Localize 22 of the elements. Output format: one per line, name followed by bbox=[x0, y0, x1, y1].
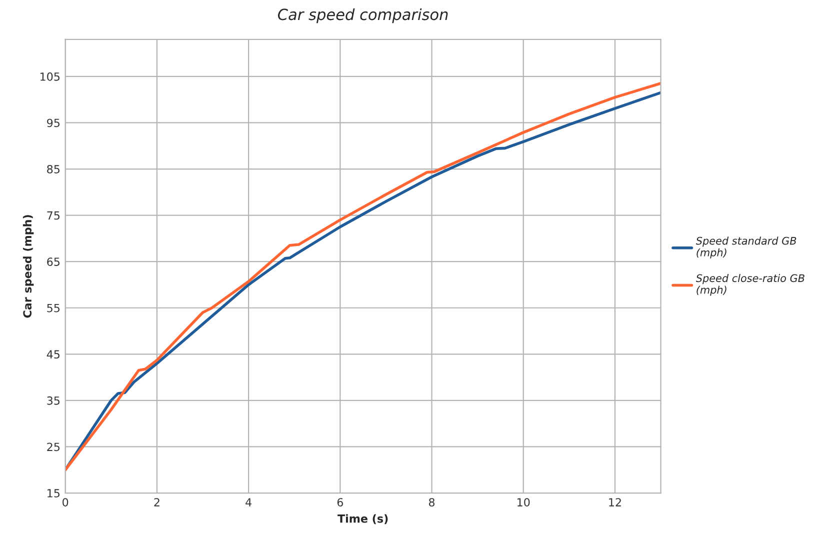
y-tick-label: 35 bbox=[47, 396, 60, 405]
y-tick-label: 15 bbox=[48, 489, 60, 498]
x-axis-title: Time (s) bbox=[338, 514, 388, 524]
y-tick-label: 55 bbox=[47, 304, 60, 312]
y-tick-label: 25 bbox=[47, 442, 60, 452]
y-tick-label: 105 bbox=[40, 72, 60, 81]
y-tick-label: 85 bbox=[47, 164, 60, 174]
x-tick-label: 2 bbox=[154, 498, 160, 506]
y-tick-label: 65 bbox=[47, 258, 60, 266]
x-tick-label: 8 bbox=[428, 498, 435, 506]
legend-label: Speed close-ratio GB (mph) bbox=[696, 274, 804, 296]
y-tick-label: 75 bbox=[47, 211, 60, 220]
chart-title: Car speed comparison bbox=[278, 8, 448, 24]
x-tick-label: 0 bbox=[62, 498, 68, 506]
y-axis-title: Car speed (mph) bbox=[22, 215, 34, 318]
x-tick-label: 4 bbox=[246, 498, 252, 506]
y-tick-label: 45 bbox=[46, 350, 60, 359]
y-tick-label: 95 bbox=[47, 118, 60, 128]
legend-label: Speed standard GB (mph) bbox=[696, 236, 796, 258]
x-tick-label: 6 bbox=[337, 498, 343, 506]
x-tick-label: 10 bbox=[518, 498, 530, 506]
x-tick-label: 12 bbox=[609, 498, 621, 506]
